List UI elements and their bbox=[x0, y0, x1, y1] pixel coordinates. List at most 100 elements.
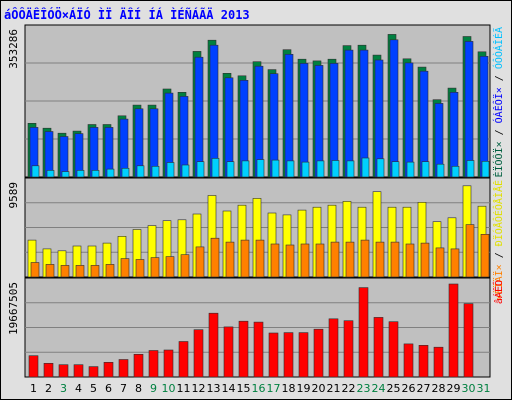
legend-label: ÐÏÓÅÔÉÔÅÌÅÊ bbox=[492, 180, 505, 246]
bar-entries-day-7 bbox=[120, 258, 130, 278]
bar-entries-day-23 bbox=[360, 239, 370, 278]
bar-entries-day-10 bbox=[165, 256, 175, 278]
panel-1-legend: ÈÏÓÔÏ× / ÓÁÊÔÏ× / ÓÔÒÁÎÉÃ bbox=[492, 27, 505, 178]
bar-pages-day-18 bbox=[286, 160, 295, 178]
bar-pages-day-9 bbox=[151, 166, 160, 178]
bar-bytes-day-23 bbox=[358, 287, 369, 378]
bar-entries-day-19 bbox=[300, 243, 310, 278]
bar-entries-day-25 bbox=[390, 241, 400, 278]
bar-entries-day-12 bbox=[195, 246, 205, 278]
bar-bytes-day-20 bbox=[313, 328, 324, 378]
bar-bytes-day-19 bbox=[298, 332, 309, 378]
day-label-8: 8 bbox=[135, 382, 142, 395]
day-label-2: 2 bbox=[45, 382, 52, 395]
day-label-28: 28 bbox=[432, 382, 446, 395]
bar-bytes-day-21 bbox=[328, 318, 339, 378]
bar-bytes-day-14 bbox=[223, 326, 234, 378]
bar-sites-day-18 bbox=[284, 53, 294, 178]
day-label-9: 9 bbox=[150, 382, 157, 395]
bar-bytes-day-15 bbox=[238, 320, 249, 378]
chart-title: áÔÔÄÊÎÓÖ×ÁÏÓ ÌÏ ÄÎÍ ÍÁ ÌÉÑÁÃÄ 2013 bbox=[4, 7, 250, 22]
bar-bytes-day-30 bbox=[463, 303, 474, 378]
bar-entries-day-21 bbox=[330, 241, 340, 278]
day-label-6: 6 bbox=[105, 382, 112, 395]
bar-pages-day-23 bbox=[361, 157, 370, 178]
day-label-21: 21 bbox=[327, 382, 341, 395]
bar-sites-day-31 bbox=[479, 55, 489, 178]
bar-pages-day-3 bbox=[61, 171, 70, 178]
bar-sites-day-3 bbox=[59, 136, 69, 178]
bar-entries-day-3 bbox=[60, 265, 70, 278]
bar-entries-day-22 bbox=[345, 241, 355, 278]
bar-pages-day-6 bbox=[106, 168, 115, 178]
day-label-14: 14 bbox=[222, 382, 236, 395]
bar-entries-day-13 bbox=[210, 237, 220, 278]
bar-pages-day-31 bbox=[481, 161, 490, 178]
day-label-23: 23 bbox=[357, 382, 371, 395]
bar-bytes-day-27 bbox=[418, 344, 429, 378]
day-label-13: 13 bbox=[207, 382, 221, 395]
bar-sites-day-22 bbox=[344, 49, 354, 178]
bar-bytes-day-6 bbox=[103, 361, 114, 378]
bar-sites-day-13 bbox=[209, 44, 219, 178]
bar-entries-day-11 bbox=[180, 254, 190, 278]
bar-bytes-day-16 bbox=[253, 321, 264, 378]
bar-entries-day-4 bbox=[75, 265, 85, 278]
bar-pages-day-16 bbox=[256, 159, 265, 178]
bar-entries-day-9 bbox=[150, 257, 160, 278]
bar-entries-day-20 bbox=[315, 243, 325, 278]
day-label-25: 25 bbox=[387, 382, 401, 395]
legend-label: ÓÔÒÁÎÉÃ bbox=[492, 27, 505, 69]
bar-bytes-day-8 bbox=[133, 353, 144, 378]
bar-bytes-day-26 bbox=[403, 343, 414, 378]
bar-entries-day-18 bbox=[285, 244, 295, 278]
bar-pages-day-22 bbox=[346, 160, 355, 178]
day-label-16: 16 bbox=[252, 382, 266, 395]
day-label-24: 24 bbox=[372, 382, 386, 395]
bar-sites-day-27 bbox=[419, 70, 429, 178]
bar-entries-day-2 bbox=[45, 264, 55, 278]
day-label-19: 19 bbox=[297, 382, 311, 395]
bar-entries-day-30 bbox=[465, 224, 475, 278]
bar-bytes-day-11 bbox=[178, 341, 189, 378]
bar-pages-day-13 bbox=[211, 158, 220, 178]
legend-label: / bbox=[494, 123, 505, 141]
bar-entries-day-5 bbox=[90, 265, 100, 278]
bar-pages-day-4 bbox=[76, 170, 85, 178]
bar-bytes-day-18 bbox=[283, 332, 294, 378]
bar-pages-day-19 bbox=[301, 161, 310, 178]
bar-entries-day-14 bbox=[225, 241, 235, 278]
bar-sites-day-25 bbox=[389, 39, 399, 178]
bar-pages-day-15 bbox=[241, 160, 250, 178]
bar-entries-day-29 bbox=[450, 248, 460, 278]
day-label-4: 4 bbox=[75, 382, 82, 395]
bar-pages-day-5 bbox=[91, 170, 100, 178]
bar-bytes-day-22 bbox=[343, 320, 354, 378]
legend-label: ×ÈÏÄÏ× bbox=[492, 264, 505, 300]
bar-entries-day-1 bbox=[30, 262, 40, 278]
bar-bytes-day-4 bbox=[73, 364, 84, 378]
panel-3-max-label: 19667505 bbox=[7, 282, 20, 335]
bar-pages-day-30 bbox=[466, 160, 475, 178]
bar-sites-day-26 bbox=[404, 62, 414, 178]
bar-pages-day-8 bbox=[136, 165, 145, 178]
bar-entries-day-17 bbox=[270, 243, 280, 278]
bar-entries-day-15 bbox=[240, 239, 250, 278]
bar-pages-day-14 bbox=[226, 161, 235, 178]
bar-bytes-day-25 bbox=[388, 321, 399, 378]
bar-bytes-day-29 bbox=[448, 283, 459, 378]
bar-pages-day-10 bbox=[166, 162, 175, 178]
bar-pages-day-7 bbox=[121, 168, 130, 178]
legend-label: ÈÏÓÔÏ× bbox=[492, 141, 505, 177]
bar-sites-day-5 bbox=[89, 127, 99, 178]
panel-1-max-label: 353286 bbox=[7, 29, 20, 69]
bar-entries-day-24 bbox=[375, 241, 385, 278]
bar-pages-day-21 bbox=[331, 160, 340, 178]
bar-pages-day-20 bbox=[316, 160, 325, 178]
bar-sites-day-20 bbox=[314, 65, 324, 178]
bar-sites-day-29 bbox=[449, 92, 459, 178]
day-label-10: 10 bbox=[162, 382, 176, 395]
day-label-5: 5 bbox=[90, 382, 97, 395]
panel-2-legend: ×ÈÏÄÏ× / ÐÏÓÅÔÉÔÅÌÅÊ bbox=[492, 180, 505, 300]
